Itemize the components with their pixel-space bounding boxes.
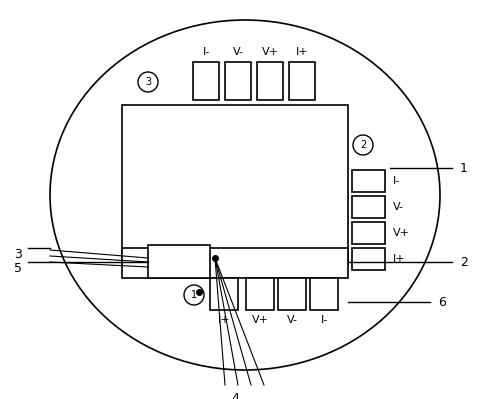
Bar [246, 278, 274, 310]
Bar [352, 248, 385, 270]
Text: V+: V+ [251, 315, 269, 325]
Bar [257, 62, 283, 100]
Text: I-: I- [393, 176, 400, 186]
Text: 2: 2 [460, 255, 468, 269]
Bar [352, 196, 385, 218]
Bar [210, 278, 238, 310]
Bar [278, 278, 306, 310]
Text: V-: V- [393, 202, 404, 212]
Bar [289, 62, 315, 100]
Text: V+: V+ [262, 47, 279, 57]
Text: I+: I+ [296, 47, 308, 57]
Bar [193, 62, 219, 100]
Bar [352, 170, 385, 192]
Text: I+: I+ [218, 315, 230, 325]
Text: V-: V- [286, 315, 297, 325]
Text: 5: 5 [14, 263, 22, 275]
Text: 4: 4 [231, 392, 239, 399]
Bar [122, 248, 348, 278]
Bar [225, 62, 251, 100]
Text: 2: 2 [360, 140, 366, 150]
Text: 6: 6 [438, 296, 446, 308]
Text: I-: I- [321, 315, 328, 325]
Text: 3: 3 [14, 249, 22, 261]
Text: I-: I- [203, 47, 210, 57]
Text: 1: 1 [191, 290, 197, 300]
Bar [352, 222, 385, 244]
Text: V+: V+ [393, 228, 410, 238]
Bar [310, 278, 338, 310]
Text: 3: 3 [145, 77, 151, 87]
Text: V-: V- [232, 47, 243, 57]
Bar [148, 245, 210, 278]
Text: I+: I+ [393, 254, 406, 264]
Text: 1: 1 [460, 162, 468, 174]
Bar [122, 105, 348, 265]
